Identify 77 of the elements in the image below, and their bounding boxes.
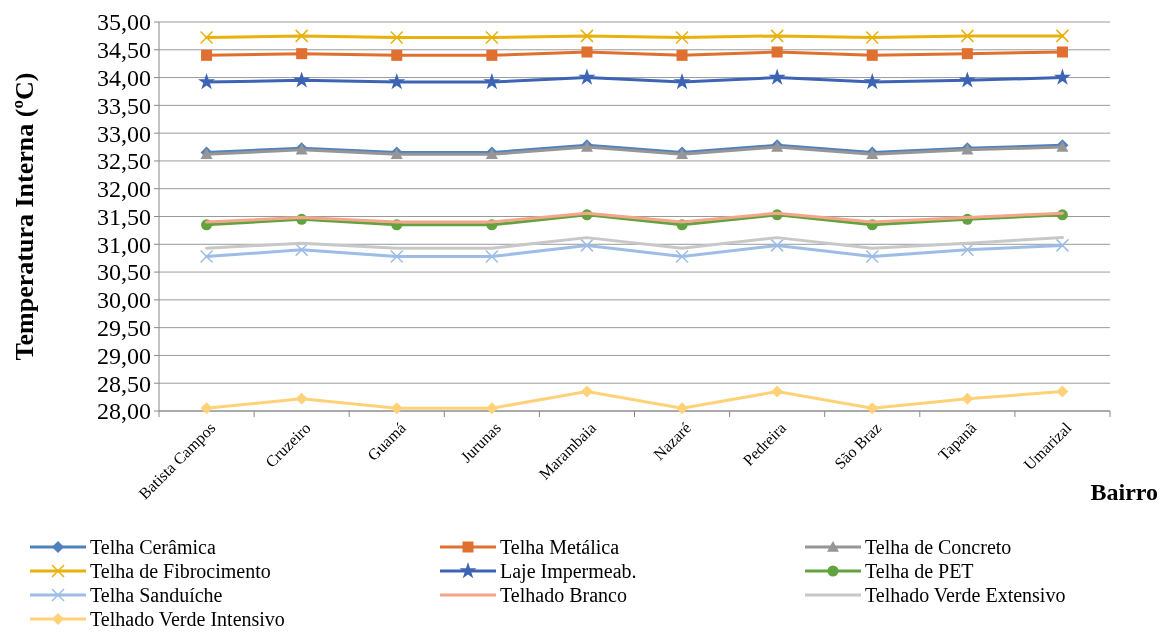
point (675, 249, 689, 264)
point (865, 249, 879, 264)
y-tick-label: 29,00 (97, 342, 151, 369)
y-axis-title: Temperatura Interna (ºC) (10, 72, 39, 361)
point (1056, 46, 1068, 58)
legend-label: Telhado Verde Intensivo (90, 608, 285, 630)
point (294, 29, 309, 43)
legend-label: Telha Metálica (500, 536, 620, 558)
y-tick-label: 35,00 (97, 9, 151, 36)
point (295, 392, 308, 405)
legend-label: Telha Sanduíche (90, 584, 223, 606)
point (960, 243, 975, 257)
point (676, 402, 689, 415)
point (581, 46, 593, 58)
point (483, 73, 501, 90)
point (863, 73, 881, 90)
point (293, 71, 311, 88)
point (676, 49, 688, 61)
point (388, 73, 406, 90)
point (485, 249, 499, 264)
point (1056, 385, 1069, 398)
point (580, 238, 594, 253)
y-tick-label: 28,00 (97, 398, 151, 425)
point (1053, 68, 1071, 85)
y-tick-label: 31,50 (97, 203, 151, 230)
point (390, 249, 404, 264)
y-tick-label: 30,50 (97, 259, 151, 286)
y-tick-label: 34,00 (97, 64, 151, 91)
y-tick-label: 31,00 (97, 231, 151, 258)
point (390, 30, 404, 45)
point (960, 29, 975, 43)
y-tick-label: 33,50 (97, 92, 151, 119)
legend-label: Telha de PET (865, 560, 974, 582)
legend-label: Telha de Fibrocimento (90, 560, 271, 582)
point (961, 392, 974, 405)
point (199, 30, 214, 45)
y-tick-label: 30,00 (97, 287, 151, 314)
point (770, 29, 784, 43)
point (580, 29, 594, 43)
point (1055, 238, 1070, 253)
point (578, 68, 596, 85)
point (958, 71, 976, 88)
y-tick-label: 33,00 (97, 120, 151, 147)
point (771, 46, 783, 58)
point (199, 249, 214, 264)
legend-label: Laje Impermeab. (500, 560, 637, 583)
point (485, 30, 499, 45)
legend-label: Telhado Verde Extensivo (865, 584, 1066, 606)
y-tick-label: 32,50 (97, 148, 151, 175)
point (675, 30, 689, 45)
point (865, 30, 879, 45)
point (580, 385, 593, 398)
point (486, 49, 498, 61)
point (296, 48, 308, 60)
y-tick-label: 34,50 (97, 37, 151, 64)
x-tick-label: São Braz (831, 419, 885, 473)
point (771, 385, 784, 398)
y-tick-label: 32,00 (97, 176, 151, 203)
legend-label: Telha Cerâmica (90, 536, 216, 558)
point (768, 68, 786, 85)
point (866, 402, 879, 415)
point (961, 48, 973, 60)
x-axis-title: Bairro (1090, 479, 1158, 505)
legend-label: Telhado Branco (500, 584, 627, 606)
point (673, 73, 691, 90)
point (390, 402, 403, 415)
y-tick-label: 29,50 (97, 315, 151, 342)
point (391, 49, 403, 61)
point (866, 49, 878, 61)
point (294, 243, 309, 257)
y-tick-label: 28,50 (97, 370, 151, 397)
legend-label: Telha de Concreto (865, 536, 1012, 558)
point (770, 238, 784, 253)
point (200, 402, 213, 415)
point (201, 49, 213, 61)
point (198, 73, 216, 90)
point (1055, 29, 1070, 43)
